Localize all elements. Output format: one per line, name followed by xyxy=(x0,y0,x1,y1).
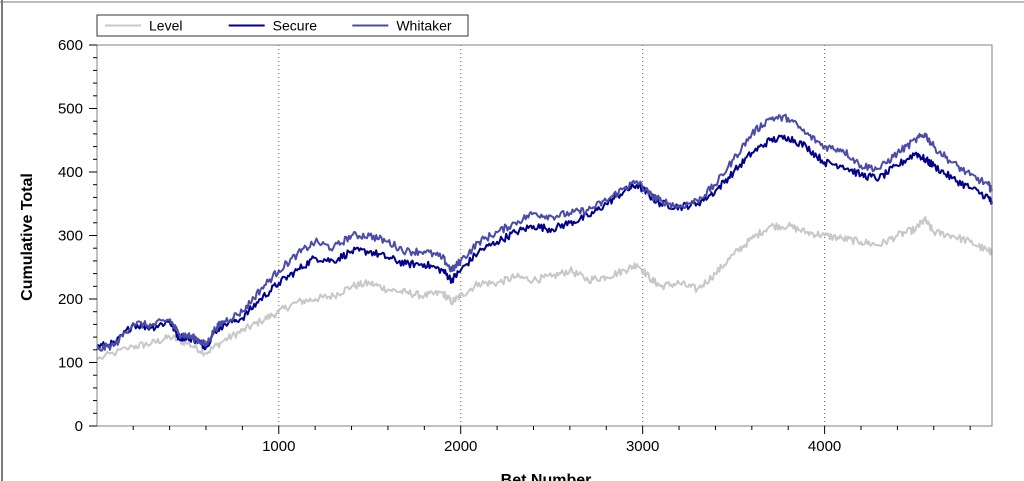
y-tick-label: 100 xyxy=(58,355,83,372)
x-tick-label: 1000 xyxy=(262,438,295,455)
x-tick-label: 2000 xyxy=(444,438,477,455)
y-tick-label: 500 xyxy=(58,101,83,118)
y-tick-label: 600 xyxy=(58,37,83,54)
series-line-whitaker xyxy=(96,113,993,352)
series-layer xyxy=(96,113,993,361)
series-line-secure xyxy=(96,134,993,351)
x-tick-label: 4000 xyxy=(808,438,841,455)
y-tick-label: 400 xyxy=(58,164,83,181)
y-tick-label: 200 xyxy=(58,291,83,308)
x-tick-label: 3000 xyxy=(626,438,659,455)
y-axis-title: Cumulative Total xyxy=(19,173,36,301)
legend-label-secure: Secure xyxy=(273,18,318,34)
legend: Level Secure Whitaker xyxy=(96,14,469,37)
y-tick-label: 0 xyxy=(75,418,83,435)
legend-label-level: Level xyxy=(149,18,182,34)
x-axis-title: Bet Number xyxy=(501,472,592,481)
legend-label-whitaker: Whitaker xyxy=(396,18,452,34)
series-line-level xyxy=(96,216,993,361)
axes-layer: 1000 2000 3000 4000 0 100 200 300 400 500 600 xyxy=(58,37,993,455)
y-tick-label: 300 xyxy=(58,228,83,245)
legend-box xyxy=(96,14,469,37)
